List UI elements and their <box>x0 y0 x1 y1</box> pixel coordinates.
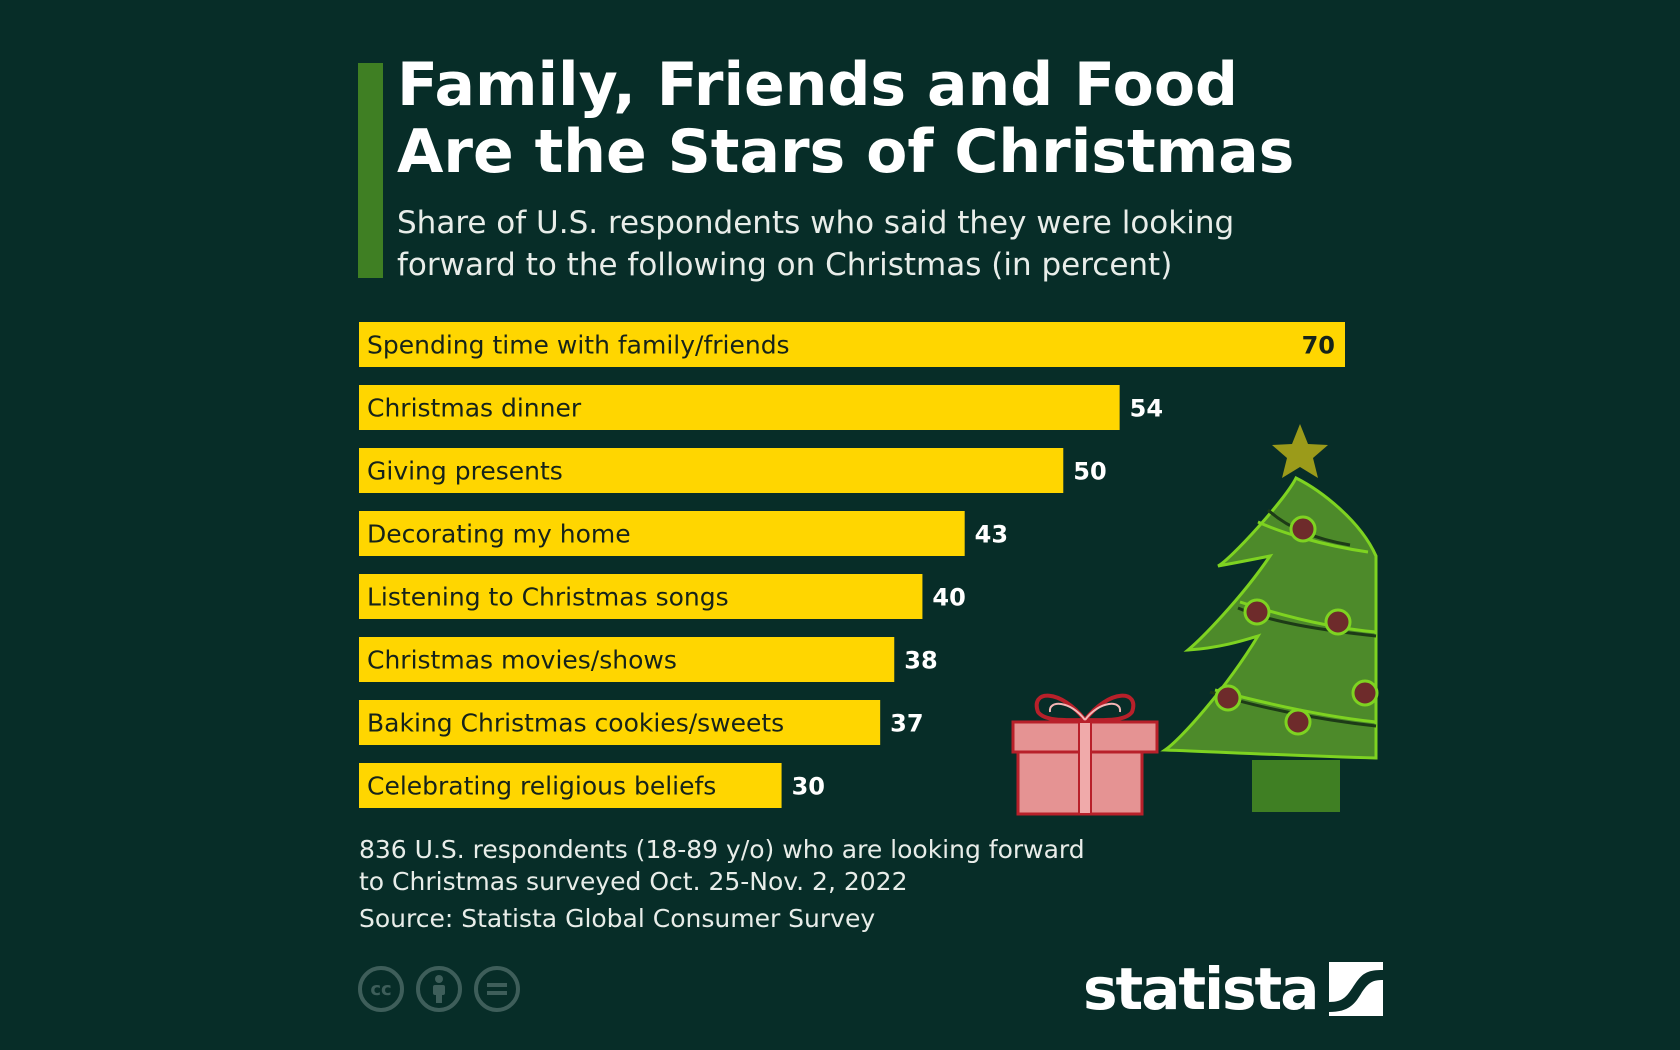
bar-value-7: 30 <box>792 773 825 801</box>
attribution-icon[interactable] <box>416 966 462 1012</box>
bar-label-6: Baking Christmas cookies/sweets <box>367 709 784 738</box>
bar-3 <box>359 511 965 556</box>
title-line-2: Are the Stars of Christmas <box>397 117 1295 187</box>
chart-subtitle: Share of U.S. respondents who said they … <box>397 202 1397 286</box>
bar-value-6: 37 <box>890 710 923 738</box>
bar-0 <box>359 322 1345 367</box>
title-accent-bar <box>358 63 383 278</box>
bar-value-5: 38 <box>904 647 937 675</box>
bar-value-3: 43 <box>975 521 1008 549</box>
bar-4 <box>359 574 923 619</box>
christmas-tree-illustration <box>1160 424 1379 812</box>
bar-label-0: Spending time with family/friends <box>367 331 790 360</box>
bar-label-7: Celebrating religious beliefs <box>367 772 716 801</box>
subtitle-line-2: forward to the following on Christmas (i… <box>397 247 1173 283</box>
bar-label-5: Christmas movies/shows <box>367 646 677 675</box>
source-text: Source: Statista Global Consumer Survey <box>359 904 876 933</box>
bars-layer: Spending time with family/friends 70 Chris… <box>359 322 1345 808</box>
bar-7 <box>359 763 782 808</box>
bar-value-4: 40 <box>932 584 965 612</box>
title-line-1: Family, Friends and Food <box>397 50 1238 120</box>
bar-6 <box>359 700 881 745</box>
bar-2 <box>359 448 1064 493</box>
brand-wordmark: statista <box>1083 955 1319 1023</box>
no-derivatives-icon[interactable] <box>474 966 520 1012</box>
bar-value-2: 50 <box>1073 458 1106 486</box>
bar-label-2: Giving presents <box>367 457 563 486</box>
bar-label-4: Listening to Christmas songs <box>367 583 729 612</box>
bar-5 <box>359 637 895 682</box>
subtitle-line-1: Share of U.S. respondents who said they … <box>397 205 1235 241</box>
cc-icon[interactable]: cc <box>358 966 404 1012</box>
chart-title: Family, Friends and Food Are the Stars o… <box>397 52 1397 186</box>
note-line-2: to Christmas surveyed Oct. 25-Nov. 2, 20… <box>359 867 908 896</box>
gift-box-illustration <box>1011 693 1159 816</box>
bar-value-0: 70 <box>1302 332 1335 360</box>
bar-1 <box>359 385 1120 430</box>
statista-logo-icon <box>1329 962 1384 1016</box>
note-line-1: 836 U.S. respondents (18-89 y/o) who are… <box>359 835 1085 864</box>
license-icons: cc <box>358 966 520 1012</box>
statista-logo[interactable]: statista <box>1083 955 1384 1023</box>
chart-notes: 836 U.S. respondents (18-89 y/o) who are… <box>359 834 1259 935</box>
bar-value-1: 54 <box>1130 395 1163 423</box>
bar-label-3: Decorating my home <box>367 520 631 549</box>
bar-label-1: Christmas dinner <box>367 394 582 423</box>
